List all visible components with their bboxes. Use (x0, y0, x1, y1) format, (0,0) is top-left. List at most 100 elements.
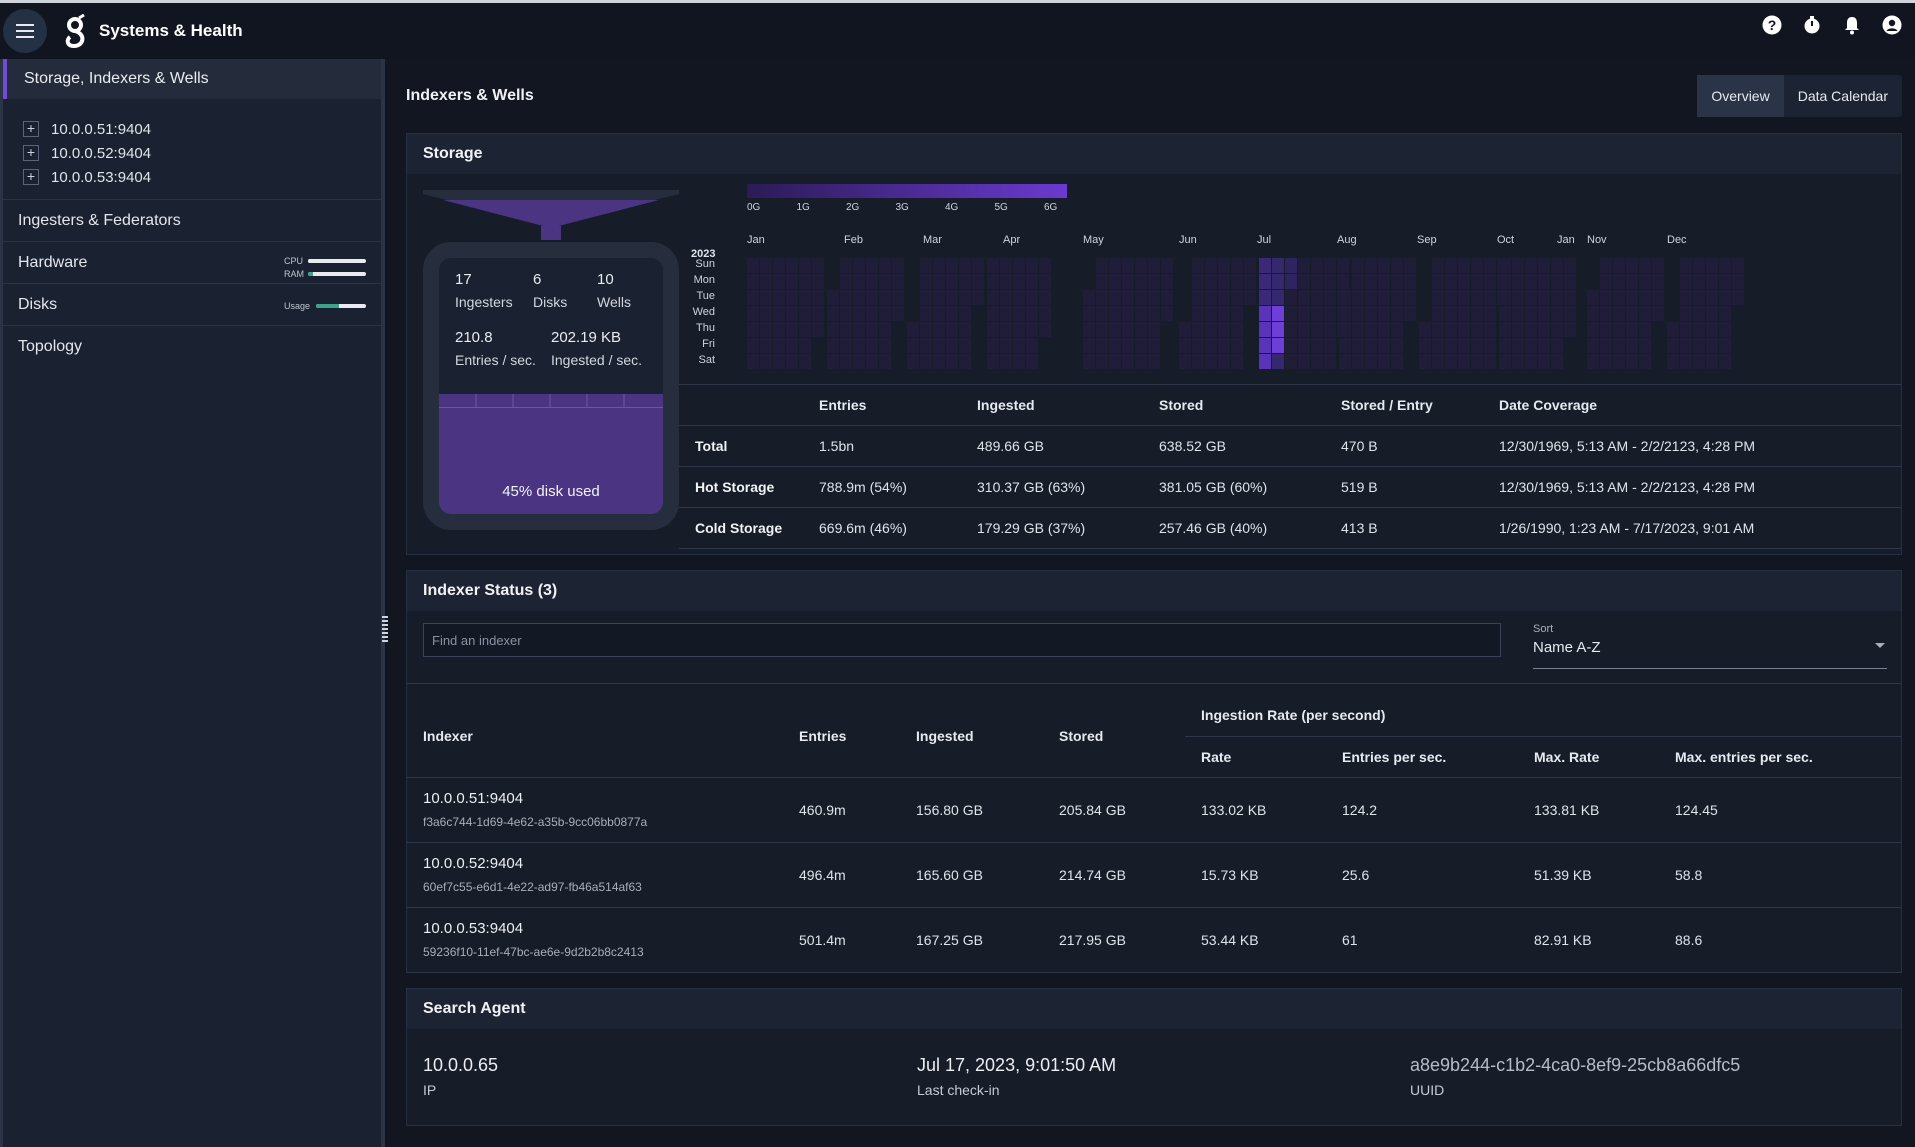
heatmap-cell[interactable] (1192, 274, 1204, 289)
heatmap-cell[interactable] (946, 306, 958, 321)
heatmap-cell[interactable] (1148, 258, 1160, 273)
heatmap-cell[interactable] (1680, 274, 1692, 289)
heatmap-cell[interactable] (1013, 354, 1025, 369)
heatmap-cell[interactable] (1244, 290, 1256, 305)
heatmap-cell[interactable] (1613, 258, 1625, 273)
heatmap-cell[interactable] (1484, 338, 1496, 353)
heatmap-cell[interactable] (1551, 290, 1563, 305)
heatmap-cell[interactable] (786, 354, 798, 369)
heatmap-cell[interactable] (1652, 290, 1664, 305)
heatmap-cell[interactable] (840, 258, 852, 273)
heatmap-cell[interactable] (1551, 354, 1563, 369)
heatmap-cell[interactable] (1311, 338, 1323, 353)
heatmap-cell[interactable] (1458, 274, 1470, 289)
heatmap-cell[interactable] (959, 306, 971, 321)
heatmap-cell[interactable] (987, 306, 999, 321)
heatmap-cell[interactable] (1026, 338, 1038, 353)
heatmap-cell[interactable] (946, 338, 958, 353)
heatmap-cell[interactable] (1109, 274, 1121, 289)
heatmap-cell[interactable] (1458, 354, 1470, 369)
heatmap-cell[interactable] (1324, 338, 1336, 353)
heatmap-cell[interactable] (1471, 274, 1483, 289)
heatmap-cell[interactable] (1432, 338, 1444, 353)
heatmap-cell[interactable] (1499, 258, 1511, 273)
heatmap-cell[interactable] (1013, 306, 1025, 321)
heatmap-cell[interactable] (987, 338, 999, 353)
tree-item[interactable]: +10.0.0.52:9404 (23, 141, 381, 165)
heatmap-cell[interactable] (1039, 274, 1051, 289)
heatmap-cell[interactable] (1272, 306, 1284, 321)
heatmap-cell[interactable] (1458, 306, 1470, 321)
heatmap-cell[interactable] (879, 322, 891, 337)
heatmap-cell[interactable] (1525, 338, 1537, 353)
heatmap-cell[interactable] (866, 258, 878, 273)
hamburger-menu-button[interactable] (3, 9, 47, 53)
heatmap-cell[interactable] (920, 290, 932, 305)
heatmap-cell[interactable] (1000, 338, 1012, 353)
heatmap-cell[interactable] (1311, 306, 1323, 321)
heatmap-cell[interactable] (1272, 274, 1284, 289)
heatmap-cell[interactable] (1324, 258, 1336, 273)
heatmap-cell[interactable] (1525, 354, 1537, 369)
heatmap-cell[interactable] (1218, 274, 1230, 289)
heatmap-cell[interactable] (1484, 306, 1496, 321)
heatmap-cell[interactable] (1719, 338, 1731, 353)
heatmap-cell[interactable] (1231, 290, 1243, 305)
heatmap-cell[interactable] (1639, 322, 1651, 337)
heatmap-cell[interactable] (1148, 338, 1160, 353)
heatmap-cell[interactable] (1693, 290, 1705, 305)
heatmap-cell[interactable] (920, 354, 932, 369)
heatmap-cell[interactable] (1244, 274, 1256, 289)
heatmap-cell[interactable] (1680, 290, 1692, 305)
heatmap-cell[interactable] (1378, 306, 1390, 321)
heatmap-cell[interactable] (1680, 258, 1692, 273)
heatmap-cell[interactable] (1551, 274, 1563, 289)
heatmap-cell[interactable] (1218, 290, 1230, 305)
heatmap-cell[interactable] (773, 322, 785, 337)
heatmap-cell[interactable] (959, 274, 971, 289)
heatmap-cell[interactable] (1352, 322, 1364, 337)
heatmap-cell[interactable] (907, 322, 919, 337)
heatmap-cell[interactable] (866, 354, 878, 369)
heatmap-cell[interactable] (1639, 306, 1651, 321)
heatmap-cell[interactable] (1706, 322, 1718, 337)
heatmap-cell[interactable] (1337, 258, 1349, 273)
heatmap-cell[interactable] (1613, 306, 1625, 321)
heatmap-cell[interactable] (1445, 306, 1457, 321)
sidebar-item-disks[interactable]: Disks Usage (3, 284, 381, 326)
heatmap-cell[interactable] (1259, 338, 1271, 353)
heatmap-cell[interactable] (920, 322, 932, 337)
heatmap-cell[interactable] (1680, 306, 1692, 321)
heatmap-cell[interactable] (1365, 306, 1377, 321)
heatmap-cell[interactable] (1013, 338, 1025, 353)
heatmap-cell[interactable] (1285, 306, 1297, 321)
heatmap-cell[interactable] (1083, 306, 1095, 321)
heatmap-cell[interactable] (747, 306, 759, 321)
heatmap-cell[interactable] (1161, 306, 1173, 321)
heatmap-cell[interactable] (1205, 290, 1217, 305)
heatmap-cell[interactable] (1587, 354, 1599, 369)
heatmap-cell[interactable] (1192, 338, 1204, 353)
heatmap-cell[interactable] (1391, 338, 1403, 353)
heatmap-cell[interactable] (1285, 258, 1297, 273)
heatmap-cell[interactable] (1192, 322, 1204, 337)
heatmap-cell[interactable] (1512, 258, 1524, 273)
heatmap-cell[interactable] (1259, 322, 1271, 337)
heatmap-cell[interactable] (1538, 354, 1550, 369)
heatmap-cell[interactable] (1013, 274, 1025, 289)
heatmap-cell[interactable] (972, 290, 984, 305)
heatmap-cell[interactable] (1391, 290, 1403, 305)
heatmap-cell[interactable] (1285, 322, 1297, 337)
heatmap-cell[interactable] (1667, 322, 1679, 337)
heatmap-cell[interactable] (933, 290, 945, 305)
heatmap-cell[interactable] (920, 338, 932, 353)
heatmap-cell[interactable] (1135, 290, 1147, 305)
heatmap-cell[interactable] (1013, 322, 1025, 337)
heatmap-cell[interactable] (946, 354, 958, 369)
heatmap-cell[interactable] (1587, 322, 1599, 337)
heatmap-cell[interactable] (1525, 322, 1537, 337)
heatmap-cell[interactable] (760, 322, 772, 337)
indexer-name[interactable]: 10.0.0.52:9404 (423, 855, 524, 872)
heatmap-cell[interactable] (1458, 338, 1470, 353)
heatmap-cell[interactable] (1419, 354, 1431, 369)
